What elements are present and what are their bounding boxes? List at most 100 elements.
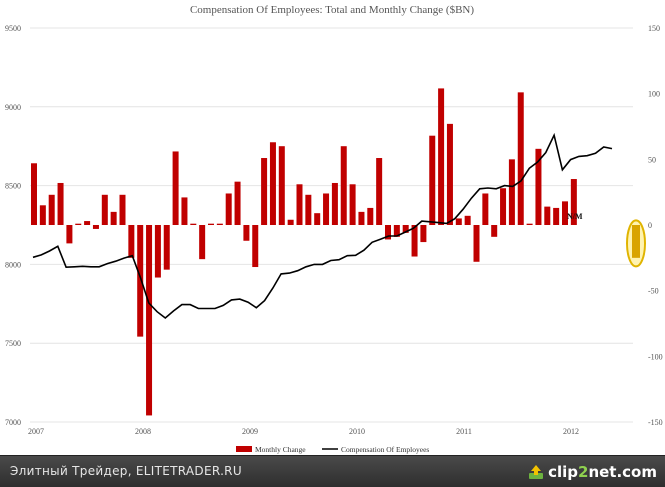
compensation-line-group xyxy=(32,132,613,320)
monthly-change-bar xyxy=(261,158,268,225)
highlight-bar xyxy=(632,225,640,258)
nm-annotation: N/M xyxy=(567,212,583,221)
compensation-line xyxy=(32,132,613,320)
legend: Monthly Change Compensation Of Employees xyxy=(236,445,429,454)
monthly-change-bar xyxy=(323,193,330,225)
left-tick-label: 8000 xyxy=(5,260,21,269)
right-tick-label: -50 xyxy=(648,287,659,296)
monthly-change-bar xyxy=(340,146,347,225)
monthly-change-bar xyxy=(199,225,206,260)
monthly-change-bar xyxy=(314,213,321,225)
monthly-change-bar xyxy=(39,205,46,225)
monthly-change-bar xyxy=(464,215,471,225)
monthly-change-bar xyxy=(128,225,135,258)
monthly-change-bars xyxy=(31,88,577,416)
monthly-change-bar xyxy=(500,188,507,225)
left-tick-label: 8500 xyxy=(5,182,21,191)
monthly-change-bar xyxy=(225,193,232,225)
monthly-change-bar xyxy=(146,225,153,416)
x-axis: 2007 2008 2009 2010 2011 2012 xyxy=(28,427,579,436)
legend-bar-label: Monthly Change xyxy=(255,445,306,454)
left-tick-label: 7500 xyxy=(5,339,21,348)
monthly-change-bar xyxy=(84,221,91,225)
monthly-change-bar xyxy=(473,225,480,262)
monthly-change-bar xyxy=(349,184,356,225)
monthly-change-bar xyxy=(446,123,453,225)
monthly-change-bar xyxy=(137,225,144,337)
monthly-change-bar xyxy=(75,223,82,225)
chart-title: Compensation Of Employees: Total and Mon… xyxy=(190,4,474,16)
x-tick-label: 2008 xyxy=(135,427,151,436)
legend-line-label: Compensation Of Employees xyxy=(341,445,429,454)
right-tick-label: 0 xyxy=(648,221,652,230)
x-tick-label: 2009 xyxy=(242,427,258,436)
right-tick-label: -100 xyxy=(648,352,663,361)
monthly-change-bar xyxy=(482,193,489,225)
monthly-change-bar xyxy=(420,225,427,243)
monthly-change-bar xyxy=(385,225,391,240)
monthly-change-bar xyxy=(331,182,338,225)
monthly-change-bar xyxy=(243,225,250,241)
monthly-change-bar xyxy=(31,163,37,225)
chart-svg: Compensation Of Employees: Total and Mon… xyxy=(5,4,663,454)
clip2net-brand[interactable]: clip2net.com xyxy=(528,461,657,483)
monthly-change-bar xyxy=(562,201,568,225)
x-tick-label: 2012 xyxy=(563,427,579,436)
monthly-change-bar xyxy=(119,194,126,225)
left-tick-label: 9000 xyxy=(5,103,21,112)
monthly-change-bar xyxy=(190,223,197,225)
monthly-change-bar xyxy=(553,207,560,225)
upload-arrow-icon xyxy=(529,465,544,479)
watermark-bar: Элитный Трейдер, ELITETRADER.RU clip2net… xyxy=(0,455,665,487)
right-tick-label: 150 xyxy=(648,24,660,33)
monthly-change-bar xyxy=(305,194,312,225)
monthly-change-bar xyxy=(110,211,117,225)
right-axis: -150 -100 -50 0 50 100 150 xyxy=(648,24,663,427)
monthly-change-bar xyxy=(491,225,498,237)
monthly-change-bar xyxy=(57,182,64,225)
monthly-change-bar xyxy=(208,223,214,225)
left-axis: 7000 7500 8000 8500 9000 9500 xyxy=(5,24,21,427)
monthly-change-bar xyxy=(172,151,179,225)
monthly-change-bar xyxy=(376,158,383,225)
monthly-change-bar xyxy=(455,218,462,225)
monthly-change-bar xyxy=(367,207,374,225)
monthly-change-bar xyxy=(101,194,108,225)
monthly-change-bar xyxy=(252,225,259,268)
monthly-change-bar xyxy=(92,225,99,229)
monthly-change-bar xyxy=(544,206,551,225)
source-caption: Элитный Трейдер, ELITETRADER.RU xyxy=(10,464,242,478)
monthly-change-bar xyxy=(429,135,436,225)
left-tick-label: 7000 xyxy=(5,418,21,427)
grid xyxy=(30,27,633,423)
monthly-change-bar xyxy=(570,179,577,225)
x-tick-label: 2010 xyxy=(349,427,365,436)
monthly-change-bar xyxy=(154,225,161,278)
right-tick-label: -150 xyxy=(648,418,663,427)
x-tick-label: 2011 xyxy=(456,427,472,436)
monthly-change-bar xyxy=(411,225,418,257)
monthly-change-bar xyxy=(526,223,533,225)
legend-bar-swatch xyxy=(236,446,252,452)
left-tick-label: 9500 xyxy=(5,24,21,33)
monthly-change-bar xyxy=(438,88,445,225)
monthly-change-bar xyxy=(234,181,241,225)
chart-area: Compensation Of Employees: Total and Mon… xyxy=(5,4,663,454)
right-tick-label: 50 xyxy=(648,155,656,164)
monthly-change-bar xyxy=(269,142,276,225)
monthly-change-bar xyxy=(402,225,409,233)
monthly-change-bar xyxy=(216,223,223,225)
monthly-change-bar xyxy=(278,146,285,225)
monthly-change-bar xyxy=(181,197,188,225)
monthly-change-bar xyxy=(163,225,170,270)
monthly-change-bar xyxy=(287,219,294,225)
brand-text: clip2net.com xyxy=(548,463,657,481)
monthly-change-bar xyxy=(508,159,515,225)
monthly-change-bar xyxy=(358,211,365,225)
monthly-change-bar xyxy=(535,148,542,225)
right-tick-label: 100 xyxy=(648,90,660,99)
monthly-change-bar xyxy=(393,225,400,237)
monthly-change-bar xyxy=(48,194,55,225)
monthly-change-bar xyxy=(296,184,303,225)
monthly-change-bar xyxy=(66,225,73,244)
